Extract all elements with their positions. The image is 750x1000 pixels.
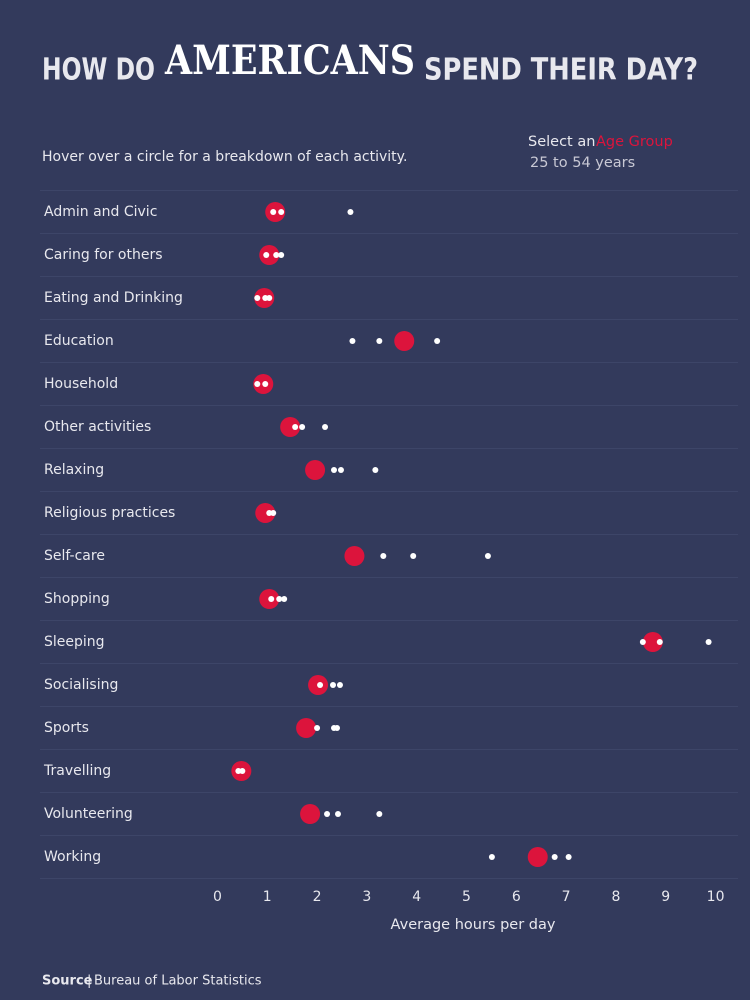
category-label: Volunteering <box>44 806 133 822</box>
selector-field[interactable]: Age Group <box>596 134 673 150</box>
x-tick-label: 7 <box>562 889 571 905</box>
comparison-dot[interactable] <box>336 682 343 688</box>
highlight-dot[interactable] <box>642 632 663 652</box>
comparison-dot[interactable] <box>324 811 331 817</box>
category-label: Sleeping <box>44 634 105 650</box>
selected-group[interactable]: 25 to 54 years <box>530 155 635 171</box>
comparison-dot[interactable] <box>273 252 280 258</box>
category-label: Socialising <box>44 677 118 693</box>
comparison-dot[interactable] <box>410 553 417 559</box>
x-tick-label: 10 <box>707 889 725 905</box>
comparison-dot[interactable] <box>334 811 341 817</box>
comparison-dot[interactable] <box>333 725 340 731</box>
comparison-dot[interactable] <box>268 596 275 602</box>
highlight-dot[interactable] <box>280 417 301 437</box>
comparison-dot[interactable] <box>239 768 246 774</box>
category-label: Self-care <box>44 548 105 564</box>
category-label: Caring for others <box>44 247 163 263</box>
comparison-dot[interactable] <box>254 381 261 387</box>
comparison-dot[interactable] <box>434 338 441 344</box>
highlight-dot[interactable] <box>305 460 326 480</box>
category-label: Shopping <box>44 591 110 607</box>
comparison-dot[interactable] <box>376 811 383 817</box>
highlight-dot[interactable] <box>394 331 415 351</box>
x-tick-label: 0 <box>213 889 222 905</box>
title-part: HOW DO <box>42 53 155 88</box>
comparison-dot[interactable] <box>330 682 337 688</box>
category-label: Eating and Drinking <box>44 290 183 306</box>
comparison-dot[interactable] <box>347 209 354 215</box>
comparison-dot[interactable] <box>270 510 277 516</box>
comparison-dot[interactable] <box>656 639 663 645</box>
comparison-dot[interactable] <box>380 553 387 559</box>
comparison-dot[interactable] <box>278 209 285 215</box>
x-tick-label: 2 <box>313 889 322 905</box>
comparison-dot[interactable] <box>565 854 572 860</box>
comparison-dot[interactable] <box>281 596 288 602</box>
comparison-dot[interactable] <box>254 295 261 301</box>
highlight-dot[interactable] <box>300 804 321 824</box>
comparison-dot[interactable] <box>270 209 277 215</box>
comparison-dot[interactable] <box>639 639 646 645</box>
comparison-dot[interactable] <box>299 424 306 430</box>
category-label: Working <box>44 849 101 865</box>
highlight-dot[interactable] <box>344 546 365 566</box>
title-highlight: AMERICANS <box>164 37 415 84</box>
comparison-dot[interactable] <box>484 553 491 559</box>
x-tick-label: 3 <box>362 889 371 905</box>
comparison-dot[interactable] <box>488 854 495 860</box>
category-label: Admin and Civic <box>44 204 157 220</box>
x-tick-label: 8 <box>611 889 620 905</box>
selector-prompt: Select an <box>528 134 595 150</box>
highlight-dot[interactable] <box>296 718 317 738</box>
x-tick-label: 5 <box>462 889 471 905</box>
comparison-dot[interactable] <box>266 295 273 301</box>
highlight-dot[interactable] <box>527 847 548 867</box>
comparison-dot[interactable] <box>376 338 383 344</box>
comparison-dot[interactable] <box>331 467 338 473</box>
comparison-dot[interactable] <box>263 252 270 258</box>
source-separator: | <box>87 974 91 989</box>
category-label: Sports <box>44 720 89 736</box>
x-tick-label: 1 <box>263 889 272 905</box>
category-label: Household <box>44 376 118 392</box>
comparison-dot[interactable] <box>262 381 269 387</box>
x-tick-label: 4 <box>412 889 421 905</box>
comparison-dot[interactable] <box>349 338 356 344</box>
title-part: SPEND THEIR DAY? <box>424 53 698 88</box>
comparison-dot[interactable] <box>314 725 321 731</box>
comparison-dot[interactable] <box>705 639 712 645</box>
x-tick-label: 9 <box>661 889 670 905</box>
category-label: Other activities <box>44 419 151 435</box>
category-label: Relaxing <box>44 462 104 478</box>
source-label: Source <box>42 974 93 989</box>
comparison-dot[interactable] <box>276 596 283 602</box>
source-text: Bureau of Labor Statistics <box>94 974 262 989</box>
category-label: Religious practices <box>44 505 175 521</box>
category-label: Education <box>44 333 114 349</box>
category-label: Travelling <box>43 763 111 779</box>
comparison-dot[interactable] <box>337 467 344 473</box>
comparison-dot[interactable] <box>372 467 379 473</box>
subtitle: Hover over a circle for a breakdown of e… <box>42 149 407 165</box>
x-tick-label: 6 <box>512 889 521 905</box>
comparison-dot[interactable] <box>278 252 285 258</box>
highlight-dot[interactable] <box>255 503 276 523</box>
comparison-dot[interactable] <box>551 854 558 860</box>
comparison-dot[interactable] <box>317 682 324 688</box>
x-axis-label: Average hours per day <box>391 917 556 933</box>
comparison-dot[interactable] <box>322 424 329 430</box>
comparison-dot[interactable] <box>292 424 299 430</box>
